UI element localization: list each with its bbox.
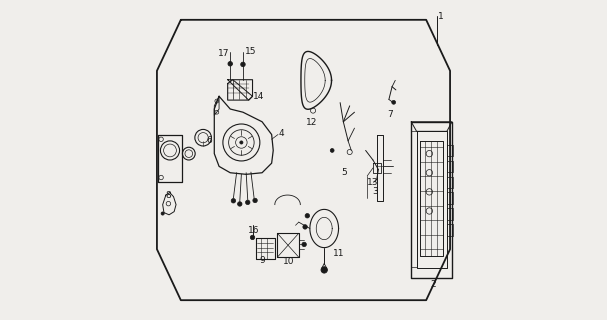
Circle shape <box>253 198 257 203</box>
Text: 12: 12 <box>306 118 317 127</box>
Text: 1: 1 <box>438 12 444 21</box>
Circle shape <box>303 225 307 229</box>
Text: 9: 9 <box>259 257 265 266</box>
Circle shape <box>240 141 243 144</box>
Circle shape <box>231 198 236 203</box>
Circle shape <box>161 212 164 215</box>
Text: 13: 13 <box>367 178 379 187</box>
Circle shape <box>245 200 250 204</box>
Text: 4: 4 <box>279 129 284 138</box>
Text: 14: 14 <box>253 92 265 101</box>
Circle shape <box>250 235 255 240</box>
Text: 7: 7 <box>387 110 393 119</box>
Circle shape <box>237 202 242 206</box>
Text: 11: 11 <box>333 249 344 258</box>
Text: 3: 3 <box>372 188 378 196</box>
Circle shape <box>302 242 307 247</box>
Circle shape <box>392 100 396 104</box>
Text: 8: 8 <box>165 191 171 200</box>
Text: 2: 2 <box>430 280 436 289</box>
Circle shape <box>305 213 310 218</box>
Circle shape <box>330 148 334 152</box>
Text: 10: 10 <box>283 257 295 266</box>
Text: 15: 15 <box>245 46 257 56</box>
Circle shape <box>241 62 245 67</box>
Text: 6: 6 <box>206 136 212 145</box>
Text: 17: 17 <box>218 49 229 58</box>
Circle shape <box>321 267 327 273</box>
Text: 16: 16 <box>248 226 260 235</box>
Text: 5: 5 <box>342 168 347 177</box>
Circle shape <box>228 61 232 66</box>
